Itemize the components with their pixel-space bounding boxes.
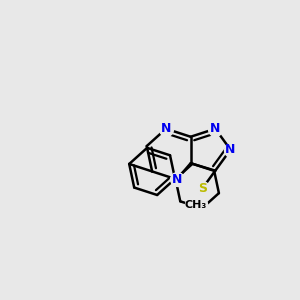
Text: S: S: [198, 182, 207, 195]
Text: N: N: [210, 122, 220, 135]
Text: N: N: [172, 173, 182, 186]
Text: CH₃: CH₃: [185, 200, 207, 210]
Text: N: N: [161, 122, 171, 135]
Text: N: N: [225, 143, 236, 156]
